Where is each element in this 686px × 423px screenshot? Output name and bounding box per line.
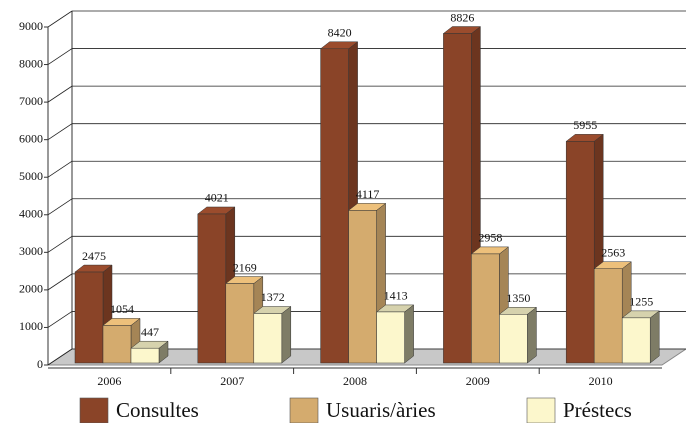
value-label: 8826 bbox=[450, 10, 474, 24]
bar bbox=[443, 33, 472, 364]
x-tick-label: 2006 bbox=[97, 374, 121, 388]
bar bbox=[376, 311, 405, 364]
value-label: 5955 bbox=[573, 118, 597, 132]
bar-side bbox=[404, 304, 414, 364]
value-label: 1054 bbox=[110, 302, 134, 316]
y-tick-label: 1000 bbox=[19, 319, 43, 333]
bar bbox=[499, 314, 528, 364]
x-tick-label: 2009 bbox=[466, 374, 490, 388]
bar-side bbox=[527, 306, 537, 364]
x-tick-label: 2008 bbox=[343, 374, 367, 388]
x-tick-label: 2010 bbox=[589, 374, 613, 388]
grid-line bbox=[47, 236, 73, 253]
value-label: 4117 bbox=[356, 187, 380, 201]
grid-line bbox=[47, 311, 73, 328]
bar bbox=[471, 253, 500, 364]
bar-side bbox=[281, 305, 292, 364]
legend-label: Usuaris/àries bbox=[326, 398, 436, 422]
y-tick-label: 2000 bbox=[19, 282, 43, 296]
y-tick-label: 6000 bbox=[19, 131, 43, 145]
bar bbox=[348, 210, 377, 364]
value-label: 1413 bbox=[384, 289, 408, 303]
bar bbox=[130, 347, 160, 364]
grid-line bbox=[47, 48, 73, 65]
grid-line bbox=[47, 10, 73, 28]
grid-line bbox=[47, 198, 73, 216]
y-tick-label: 9000 bbox=[19, 19, 43, 33]
y-tick-label: 8000 bbox=[19, 56, 43, 70]
grid-line bbox=[47, 85, 73, 103]
bar bbox=[320, 48, 349, 364]
grid-line bbox=[47, 348, 73, 366]
legend-label: Consultes bbox=[116, 398, 199, 422]
bar-side bbox=[649, 310, 660, 364]
value-label: 1255 bbox=[629, 295, 653, 309]
grid-line bbox=[47, 273, 73, 291]
legend-label: Préstecs bbox=[563, 398, 632, 422]
bar bbox=[565, 141, 595, 364]
value-label: 447 bbox=[141, 325, 159, 339]
value-label: 2958 bbox=[478, 231, 502, 245]
legend-swatch bbox=[526, 397, 556, 423]
bar bbox=[225, 283, 255, 364]
value-label: 1372 bbox=[261, 290, 285, 304]
value-label: 2475 bbox=[82, 249, 106, 263]
value-label: 1350 bbox=[506, 291, 530, 305]
value-label: 8420 bbox=[328, 26, 352, 40]
legend-swatch bbox=[79, 397, 109, 423]
y-tick-label: 7000 bbox=[19, 94, 43, 108]
grid-line bbox=[47, 160, 73, 178]
y-tick-label: 4000 bbox=[19, 207, 43, 221]
bar bbox=[197, 213, 227, 364]
value-label: 2169 bbox=[233, 260, 257, 274]
x-tick-label: 2007 bbox=[220, 374, 244, 388]
y-tick-label: 5000 bbox=[19, 169, 43, 183]
value-label: 2563 bbox=[601, 245, 625, 259]
bar bbox=[621, 317, 651, 364]
y-tick-label: 3000 bbox=[19, 244, 43, 258]
legend-swatch bbox=[289, 397, 319, 423]
bar bbox=[593, 268, 623, 364]
bar bbox=[253, 313, 283, 364]
grid-line bbox=[47, 123, 73, 140]
value-label: 4021 bbox=[205, 191, 229, 205]
bar bbox=[74, 271, 104, 364]
bar bbox=[102, 325, 132, 364]
y-tick-label: 0 bbox=[37, 357, 43, 371]
